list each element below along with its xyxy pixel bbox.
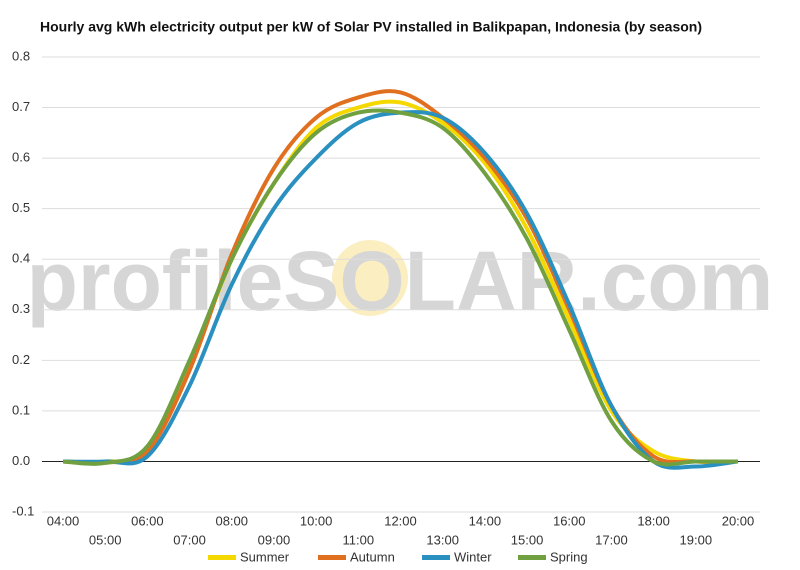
y-tick-label: 0.4	[12, 251, 30, 266]
x-tick-label: 12:00	[384, 513, 417, 528]
legend-label: Summer	[240, 549, 290, 564]
y-tick-label: 0.1	[12, 402, 30, 417]
x-tick-label: 18:00	[637, 513, 670, 528]
x-tick-label: 14:00	[469, 513, 502, 528]
y-tick-label: 0.8	[12, 48, 30, 63]
x-tick-label: 08:00	[215, 513, 248, 528]
x-tick-label: 11:00	[343, 532, 375, 547]
x-tick-label: 05:00	[89, 532, 122, 547]
legend-swatch	[518, 555, 546, 560]
x-tick-label: 09:00	[258, 532, 291, 547]
x-tick-label: 10:00	[300, 513, 333, 528]
y-tick-label: 0.2	[12, 352, 30, 367]
legend-label: Spring	[550, 549, 588, 564]
x-tick-label: 06:00	[131, 513, 164, 528]
y-tick-label: 0.0	[12, 453, 30, 468]
x-tick-label: 17:00	[595, 532, 628, 547]
series-line	[62, 108, 738, 467]
legend-label: Winter	[454, 549, 492, 564]
x-tick-label: 13:00	[426, 532, 459, 547]
y-tick-label: 0.3	[12, 301, 30, 316]
y-tick-label: -0.1	[12, 503, 34, 518]
watermark: profileSOLAR.com	[27, 234, 774, 328]
y-tick-label: 0.7	[12, 99, 30, 114]
legend-swatch	[318, 555, 346, 560]
legend-swatch	[422, 555, 450, 560]
x-tick-label: 04:00	[47, 513, 80, 528]
x-tick-label: 20:00	[722, 513, 755, 528]
x-tick-label: 19:00	[680, 532, 713, 547]
legend-label: Autumn	[350, 549, 395, 564]
y-tick-label: 0.6	[12, 150, 30, 165]
x-tick-label: 07:00	[173, 532, 206, 547]
chart-title: Hourly avg kWh electricity output per kW…	[40, 19, 702, 35]
x-tick-label: 15:00	[511, 532, 544, 547]
x-tick-label: 16:00	[553, 513, 586, 528]
legend-swatch	[208, 555, 236, 560]
y-tick-label: 0.5	[12, 200, 30, 215]
